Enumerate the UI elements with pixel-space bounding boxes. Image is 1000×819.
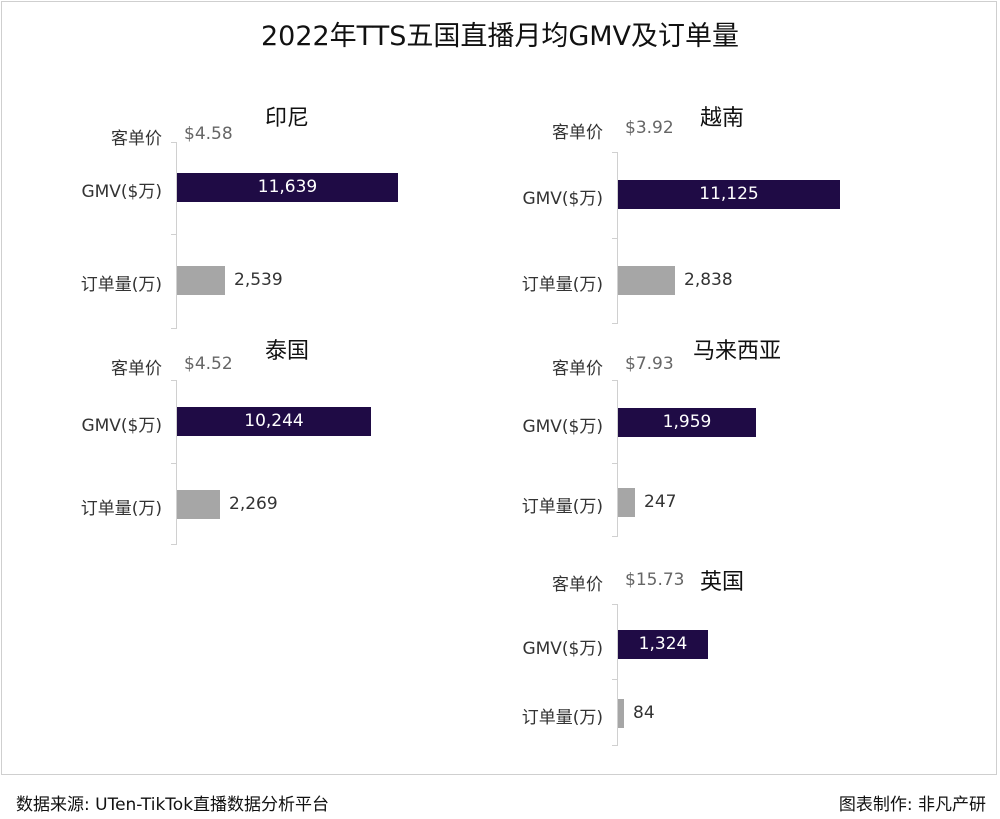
orders-value-label: 247 [644, 492, 677, 512]
orders-value-label: 2,539 [234, 270, 283, 290]
panel-title: 越南 [700, 106, 745, 131]
orders-bar [177, 266, 225, 295]
axis-tick [612, 323, 618, 324]
orders-bar [618, 266, 675, 295]
gmv-bar [177, 173, 398, 202]
gmv-bar [177, 407, 371, 436]
price-label: 客单价 [552, 123, 603, 143]
category-axis [617, 604, 618, 745]
category-axis [176, 142, 177, 328]
chart-credit: 图表制作: 非凡产研 [838, 795, 986, 815]
axis-tick [612, 238, 618, 239]
price-label: 客单价 [552, 359, 603, 379]
gmv-category-label: GMV($万) [81, 182, 162, 202]
price-value: $7.93 [625, 354, 674, 374]
gmv-value-label: 1,324 [638, 634, 688, 654]
axis-tick [171, 544, 177, 545]
orders-value-label: 84 [633, 703, 655, 723]
orders-value-label: 2,269 [229, 494, 278, 514]
chart-title: 2022年TTS五国直播月均GMV及订单量 [260, 21, 740, 52]
orders-category-label: 订单量(万) [80, 499, 162, 519]
orders-value-label: 2,838 [684, 270, 733, 290]
orders-bar [177, 490, 220, 519]
gmv-category-label: GMV($万) [81, 416, 162, 436]
axis-tick [612, 380, 618, 381]
axis-tick [171, 380, 177, 381]
orders-category-label: 订单量(万) [521, 497, 603, 517]
axis-tick [612, 152, 618, 153]
price-label: 客单价 [111, 129, 162, 149]
gmv-bar [618, 408, 756, 437]
gmv-value-label: 1,959 [662, 412, 712, 432]
price-label: 客单价 [111, 359, 162, 379]
axis-tick [612, 463, 618, 464]
axis-tick [612, 536, 618, 537]
category-axis [617, 380, 618, 536]
price-value: $3.92 [625, 118, 674, 138]
axis-tick [171, 328, 177, 329]
axis-tick [612, 745, 618, 746]
orders-category-label: 订单量(万) [521, 275, 603, 295]
panel-title: 英国 [700, 570, 745, 595]
axis-tick [612, 604, 618, 605]
gmv-category-label: GMV($万) [522, 417, 603, 437]
category-axis [617, 152, 618, 323]
orders-category-label: 订单量(万) [80, 275, 162, 295]
price-value: $4.58 [184, 124, 233, 144]
gmv-bar [618, 630, 708, 659]
orders-category-label: 订单量(万) [521, 708, 603, 728]
gmv-category-label: GMV($万) [522, 639, 603, 659]
gmv-value-label: 10,244 [244, 411, 304, 431]
axis-tick [612, 679, 618, 680]
price-value: $15.73 [625, 570, 685, 590]
price-label: 客单价 [552, 575, 603, 595]
axis-tick [171, 142, 177, 143]
gmv-category-label: GMV($万) [522, 189, 603, 209]
price-value: $4.52 [184, 354, 233, 374]
orders-bar [618, 699, 624, 728]
axis-tick [171, 234, 177, 235]
panel-title: 印尼 [265, 106, 310, 131]
data-source-note: 数据来源: UTen-TikTok直播数据分析平台 [16, 795, 330, 815]
gmv-bar [618, 180, 840, 209]
gmv-value-label: 11,125 [699, 184, 759, 204]
panel-title: 泰国 [265, 339, 310, 364]
chart-frame [1, 1, 997, 775]
gmv-value-label: 11,639 [257, 177, 318, 197]
orders-bar [618, 488, 635, 517]
panel-title: 马来西亚 [693, 339, 782, 364]
axis-tick [171, 463, 177, 464]
category-axis [176, 380, 177, 544]
